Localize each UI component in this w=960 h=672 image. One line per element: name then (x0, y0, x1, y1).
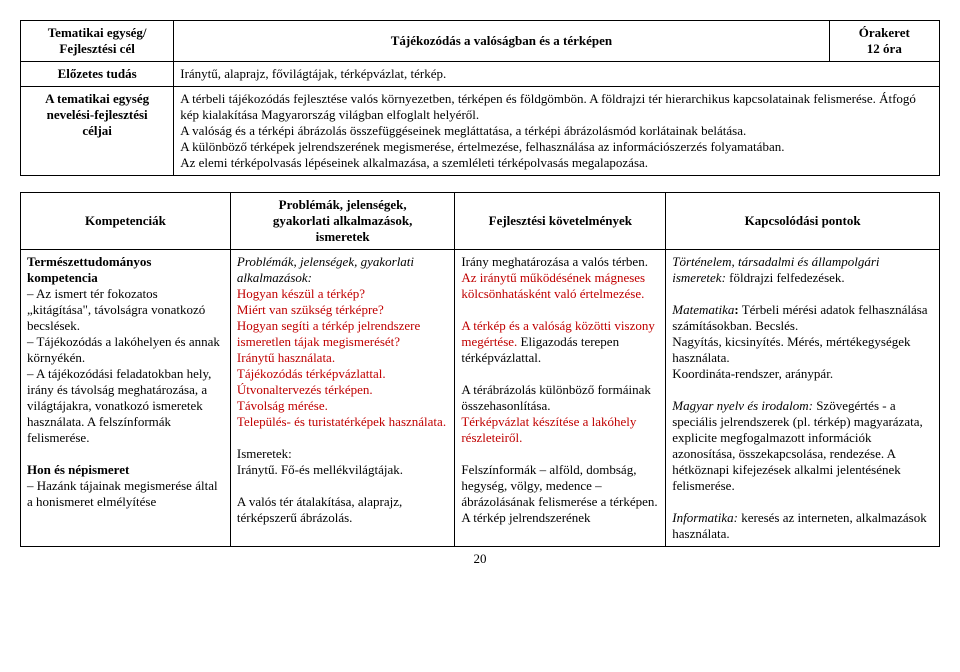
h4: Kapcsolódási pontok (666, 193, 940, 250)
c2-l2: Tájékozódás térképvázlattal. (237, 366, 448, 382)
row3-l3: céljai (82, 123, 112, 138)
c1-title2: Hon és népismeret (27, 462, 224, 478)
unit-title: Tájékozódás a valóságban és a térképen (174, 21, 829, 62)
c3-p2: A térkép és a valóság közötti viszony me… (461, 318, 659, 366)
c1-li2: Tájékozódás a lakóhelyen és annak környé… (27, 334, 224, 366)
row3-l1: A tematikai egység (45, 91, 149, 106)
problems-cell: Problémák, jelenségek, gyakorlati alkalm… (230, 250, 454, 547)
c2-sec2-title: Ismeretek: (237, 446, 448, 462)
col1-header: Tematikai egység/ Fejlesztési cél (21, 21, 174, 62)
c4-p1: Történelem, társadalmi és állampolgári i… (672, 254, 933, 286)
row2-label: Előzetes tudás (21, 62, 174, 87)
c2-p1: Iránytű. Fő-és mellékvilágtájak. (237, 462, 448, 478)
c4-p4: Informatika: keresés az interneten, alka… (672, 510, 933, 542)
col3-header: Órakeret 12 óra (829, 21, 939, 62)
c4-p2d: Koordináta-rendszer, aránypár. (672, 366, 933, 382)
content-table: Kompetenciák Problémák, jelenségek, gyak… (20, 192, 940, 547)
page-number: 20 (20, 551, 940, 567)
c4-p3: Magyar nyelv és irodalom: Szövegértés - … (672, 398, 933, 494)
row3-label: A tematikai egység nevelési-fejlesztési … (21, 87, 174, 176)
c2-l4: Távolság mérése. (237, 398, 448, 414)
c2-l5: Település- és turistatérképek használata… (237, 414, 448, 430)
c3-p4: Térképvázlat készítése a lakóhely részle… (461, 414, 659, 446)
c4-p2c: Nagyítás, kicsinyítés. Mérés, mértékegys… (672, 334, 933, 366)
c2-q2: Miért van szükség térképre? (237, 302, 448, 318)
row3-text: A térbeli tájékozódás fejlesztése valós … (174, 87, 940, 176)
c4-p2: Matematika:: Térbeli mérési adatok felha… (672, 302, 933, 334)
col3-l2: 12 óra (867, 41, 902, 56)
c2-p2: A valós tér átalakítása, alaprajz, térké… (237, 494, 448, 526)
c2-q3: Hogyan segíti a térkép jelrendszere isme… (237, 318, 448, 350)
h2: Problémák, jelenségek, gyakorlati alkalm… (230, 193, 454, 250)
h3: Fejlesztési követelmények (455, 193, 666, 250)
c1-li3: A tájékozódási feladatokban hely, irány … (27, 366, 224, 446)
row2-text: Iránytű, alaprajz, fővilágtájak, térképv… (174, 62, 940, 87)
col1-l2: Fejlesztési cél (59, 41, 134, 56)
col3-l1: Órakeret (859, 25, 910, 40)
c2-l1: Iránytű használata. (237, 350, 448, 366)
competencies-cell: Természettudományos kompetencia Az ismer… (21, 250, 231, 547)
row3-l2: nevelési-fejlesztési (47, 107, 148, 122)
c2-l3: Útvonaltervezés térképen. (237, 382, 448, 398)
c2-q1: Hogyan készül a térkép? (237, 286, 448, 302)
c1-title1: Természettudományos kompetencia (27, 254, 224, 286)
c2-sec1-title: Problémák, jelenségek, gyakorlati alkalm… (237, 254, 448, 286)
requirements-cell: Irány meghatározása a valós térben. Az i… (455, 250, 666, 547)
c3-p5b: A térkép jelrendszerének (461, 510, 659, 526)
h1: Kompetenciák (21, 193, 231, 250)
col1-l1: Tematikai egység/ (48, 25, 147, 40)
c3-p5a: Felszínformák – alföld, dombság, hegység… (461, 462, 659, 510)
c1-li1: Az ismert tér fokozatos „kitágítása", tá… (27, 286, 224, 334)
c3-p1: Irány meghatározása a valós térben. Az i… (461, 254, 659, 302)
links-cell: Történelem, társadalmi és állampolgári i… (666, 250, 940, 547)
c3-p3: A térábrázolás különböző formáinak össze… (461, 382, 659, 414)
unit-header-table: Tematikai egység/ Fejlesztési cél Tájéko… (20, 20, 940, 176)
c1-li4: Hazánk tájainak megismerése által a honi… (27, 478, 224, 510)
